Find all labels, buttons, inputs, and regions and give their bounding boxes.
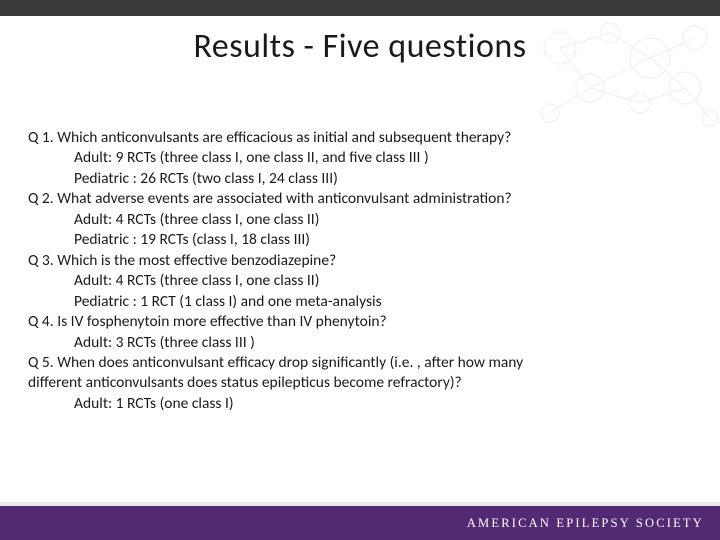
q4-line1: Adult: 3 RCTs (three class III ) (28, 333, 692, 353)
q4: Q 4. Is IV fosphenytoin more effective t… (28, 312, 692, 332)
q1: Q 1. Which anticonvulsants are efficacio… (28, 128, 692, 148)
footer-text: AMERICAN EPILEPSY SOCIETY (467, 516, 704, 531)
q5: Q 5. When does anticonvulsant efficacy d… (28, 353, 692, 373)
q1-line1: Adult: 9 RCTs (three class I, one class … (28, 148, 692, 168)
q3-line1: Adult: 4 RCTs (three class I, one class … (28, 271, 692, 291)
footer-bar: AMERICAN EPILEPSY SOCIETY (0, 506, 720, 540)
top-bar (0, 0, 720, 16)
q5b: different anticonvulsants does status ep… (28, 373, 692, 393)
q1-line2: Pediatric : 26 RCTs (two class I, 24 cla… (28, 169, 692, 189)
q3: Q 3. Which is the most effective benzodi… (28, 251, 692, 271)
q3-line2: Pediatric : 1 RCT (1 class I) and one me… (28, 292, 692, 312)
q2-line1: Adult: 4 RCTs (three class I, one class … (28, 210, 692, 230)
q2-line2: Pediatric : 19 RCTs (class I, 18 class I… (28, 230, 692, 250)
q5-line1: Adult: 1 RCTs (one class I) (28, 394, 692, 414)
q2: Q 2. What adverse events are associated … (28, 189, 692, 209)
slide-title: Results - Five questions (0, 26, 720, 67)
content-body: Q 1. Which anticonvulsants are efficacio… (28, 128, 692, 414)
